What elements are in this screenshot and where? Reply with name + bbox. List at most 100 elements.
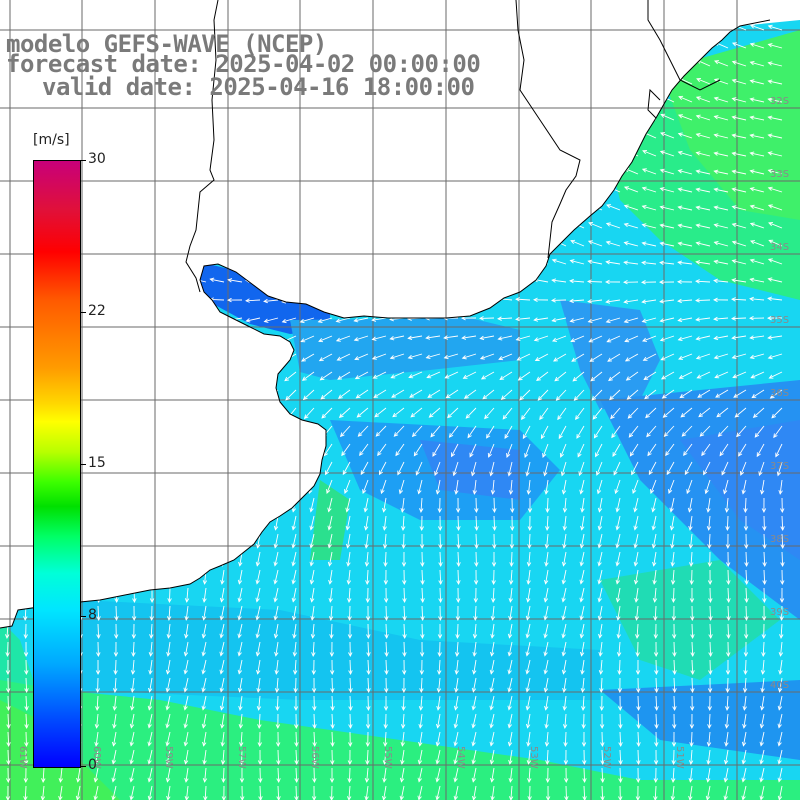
wind-arrow <box>744 569 749 585</box>
wind-arrow <box>732 371 747 379</box>
wind-arrow <box>131 605 137 621</box>
wind-arrow <box>713 187 729 193</box>
wind-arrow <box>559 443 567 458</box>
wind-arrow <box>335 317 351 323</box>
wind-arrow <box>731 222 747 229</box>
wind-arrow <box>419 659 425 675</box>
wind-arrow <box>731 316 747 321</box>
wind-arrow <box>723 749 729 765</box>
wind-arrow <box>580 659 585 675</box>
wind-arrow <box>473 605 478 621</box>
wind-arrow <box>327 533 333 549</box>
wind-arrow <box>183 713 189 729</box>
wind-arrow <box>563 767 569 783</box>
wind-arrow <box>355 389 369 399</box>
latitude-label: 32S <box>770 96 789 107</box>
wind-arrow <box>706 515 712 531</box>
wind-arrow <box>677 279 693 285</box>
wind-arrow <box>111 749 117 765</box>
wind-arrow <box>472 641 477 657</box>
wind-arrow <box>183 659 189 675</box>
wind-arrow <box>454 659 459 675</box>
wind-arrow <box>312 767 317 783</box>
wind-arrow <box>395 443 405 457</box>
wind-arrow <box>690 605 695 621</box>
wind-arrow <box>660 113 675 121</box>
wind-arrow <box>309 515 315 531</box>
wind-arrow <box>24 695 29 711</box>
wind-arrow <box>497 335 513 341</box>
wind-arrow <box>706 731 712 747</box>
wind-arrow <box>633 533 639 549</box>
wind-arrow <box>562 677 567 693</box>
wind-arrow <box>749 204 765 211</box>
wind-arrow <box>94 713 100 729</box>
wind-arrow <box>623 241 639 247</box>
wind-arrow <box>713 316 729 322</box>
wind-arrow <box>492 497 497 513</box>
wind-arrow <box>420 551 425 567</box>
wind-arrow <box>318 353 333 362</box>
wind-arrow <box>219 695 225 711</box>
wind-arrow <box>579 551 585 567</box>
wind-arrow <box>779 623 784 639</box>
wind-arrow <box>183 677 189 693</box>
wind-arrow <box>456 515 461 531</box>
wind-arrow <box>525 695 531 711</box>
wind-arrow <box>165 713 171 729</box>
wind-arrow <box>744 605 749 621</box>
wind-arrow <box>631 461 639 476</box>
wind-arrow <box>184 623 189 639</box>
wind-arrow <box>587 259 603 265</box>
wind-arrow <box>256 659 261 675</box>
wind-arrow <box>365 731 371 747</box>
wind-arrow <box>677 114 693 121</box>
wind-arrow <box>400 731 405 747</box>
wind-arrow <box>129 767 135 783</box>
wind-arrow <box>382 515 387 531</box>
wind-arrow <box>695 279 711 284</box>
wind-arrow <box>273 515 279 531</box>
wind-arrow <box>526 749 532 765</box>
wind-arrow <box>526 569 531 585</box>
wind-arrow <box>742 677 748 693</box>
wind-arrow <box>348 695 353 711</box>
wind-arrow <box>237 641 243 657</box>
wind-arrow <box>500 389 513 400</box>
wind-arrow <box>330 695 335 711</box>
wind-arrow <box>671 731 677 747</box>
wind-arrow <box>330 731 335 747</box>
wind-arrow <box>570 239 585 247</box>
wind-arrow <box>360 461 369 476</box>
wind-arrow <box>713 259 729 265</box>
wind-arrow <box>760 479 765 495</box>
wind-arrow <box>328 605 334 621</box>
wind-arrow <box>293 695 299 711</box>
wind-arrow <box>695 151 711 157</box>
wind-arrow <box>668 479 675 494</box>
wind-arrow <box>499 371 513 380</box>
wind-arrow <box>149 587 155 603</box>
wind-arrow <box>184 587 190 603</box>
wind-arrow <box>417 479 423 495</box>
wind-arrow <box>713 151 729 157</box>
wind-arrow <box>507 731 513 747</box>
wind-arrow <box>654 659 659 675</box>
wind-arrow <box>713 205 729 211</box>
wind-arrow <box>489 461 495 477</box>
wind-arrow <box>410 407 423 418</box>
wind-arrow <box>761 497 767 513</box>
wind-arrow <box>543 587 549 603</box>
wind-arrow <box>661 389 675 399</box>
wind-arrow <box>562 497 568 513</box>
wind-arrow <box>149 605 154 621</box>
wind-arrow <box>560 461 567 477</box>
wind-arrow <box>623 260 639 265</box>
wind-arrow <box>393 425 405 437</box>
wind-arrow <box>432 443 441 457</box>
wind-arrow <box>384 659 389 675</box>
wind-arrow <box>309 569 315 585</box>
wind-arrow <box>618 749 623 765</box>
wind-arrow <box>5 641 10 657</box>
